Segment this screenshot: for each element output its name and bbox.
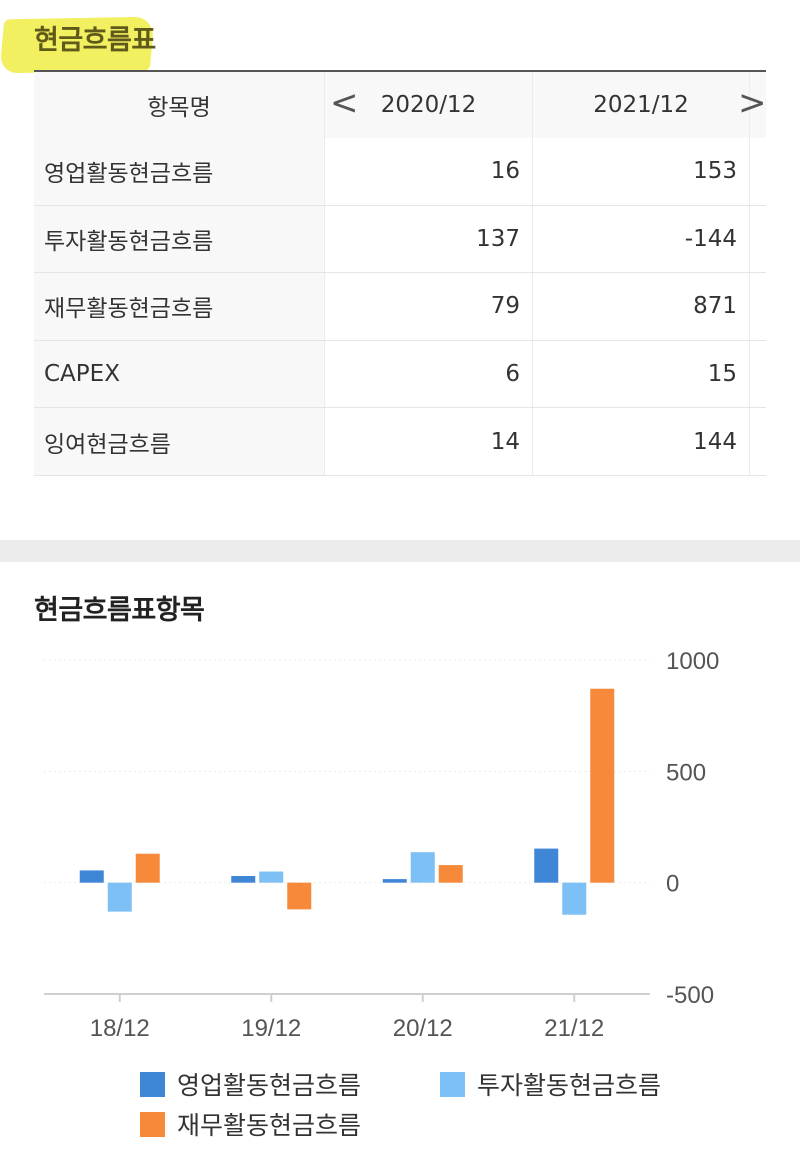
header-col-2021: 2021/12 <box>532 72 750 138</box>
row-value-2020: 16 <box>324 138 532 205</box>
bar <box>135 853 160 883</box>
table-row: 재무활동현금흐름 79 871 <box>34 273 766 341</box>
table-row: 영업활동현금흐름 16 153 <box>34 138 766 206</box>
row-label: 투자활동현금흐름 <box>34 205 324 273</box>
row-label: 잉여현금흐름 <box>34 408 324 475</box>
bar <box>438 865 463 883</box>
y-tick-label: -500 <box>666 982 714 1009</box>
row-value-2020: 79 <box>324 273 532 340</box>
row-value-2021: 153 <box>532 138 750 205</box>
cash-flow-bar-chart: 1000 500 0 -500 18/12 19/12 20/12 21/12 <box>44 648 719 1042</box>
y-tick-label: 1000 <box>666 648 719 675</box>
legend-label: 재무활동현금흐름 <box>177 1111 362 1140</box>
legend-swatch <box>140 1111 165 1137</box>
header-item-name: 항목명 <box>34 72 324 138</box>
row-label: CAPEX <box>34 340 324 408</box>
legend-item-investing[interactable]: 투자활동현금흐름 <box>440 1066 661 1102</box>
row-value-2021: 871 <box>532 273 750 340</box>
x-tick-label: 21/12 <box>544 1015 604 1042</box>
header-col-2020: 2020/12 <box>324 72 532 138</box>
y-tick-label: 0 <box>666 871 679 898</box>
cash-flow-table-section: 현금흐름표 항목명 2020/12 2021/12 < > 영업활동현금흐름 1… <box>0 0 800 540</box>
bar <box>590 688 615 883</box>
row-label: 재무활동현금흐름 <box>34 273 324 340</box>
bar <box>79 870 104 883</box>
bar <box>382 879 407 883</box>
section-divider-band <box>0 540 800 562</box>
bar <box>287 882 312 910</box>
row-value-2021: -144 <box>532 205 750 273</box>
x-tick-label: 19/12 <box>241 1015 301 1042</box>
legend-item-operating[interactable]: 영업활동현금흐름 <box>140 1066 361 1102</box>
bar <box>562 882 587 915</box>
legend-swatch <box>140 1071 165 1097</box>
bar <box>410 852 435 883</box>
section-title: 현금흐름표 <box>34 25 156 56</box>
row-value-2020: 6 <box>324 340 532 408</box>
cash-flow-table: 항목명 2020/12 2021/12 < > 영업활동현금흐름 16 153 … <box>34 72 767 476</box>
y-tick-label: 500 <box>666 759 706 786</box>
bar <box>534 848 559 883</box>
table-row: 투자활동현금흐름 137 -144 <box>34 205 766 274</box>
x-tick-label: 20/12 <box>393 1015 453 1042</box>
bar <box>231 875 256 883</box>
legend-swatch <box>440 1071 465 1097</box>
legend-label: 영업활동현금흐름 <box>177 1071 362 1100</box>
row-value-2020: 14 <box>324 408 532 475</box>
row-value-2021: 15 <box>532 340 750 408</box>
chart-section-title: 현금흐름표항목 <box>34 595 205 626</box>
row-value-2020: 137 <box>324 205 532 273</box>
legend-label: 투자활동현금흐름 <box>477 1071 662 1100</box>
table-row: CAPEX 6 15 <box>34 340 766 409</box>
next-period-arrow-icon[interactable]: > <box>738 83 767 123</box>
row-value-2021: 144 <box>532 408 750 475</box>
table-row: 잉여현금흐름 14 144 <box>34 408 766 476</box>
prev-period-arrow-icon[interactable]: < <box>330 83 359 123</box>
legend-item-financing[interactable]: 재무활동현금흐름 <box>140 1106 361 1142</box>
title-divider <box>34 70 766 72</box>
bar <box>107 882 132 912</box>
bar <box>259 871 284 883</box>
table-header-row: 항목명 2020/12 2021/12 < > <box>34 72 767 138</box>
row-label: 영업활동현금흐름 <box>34 138 324 205</box>
x-tick-label: 18/12 <box>90 1015 150 1042</box>
